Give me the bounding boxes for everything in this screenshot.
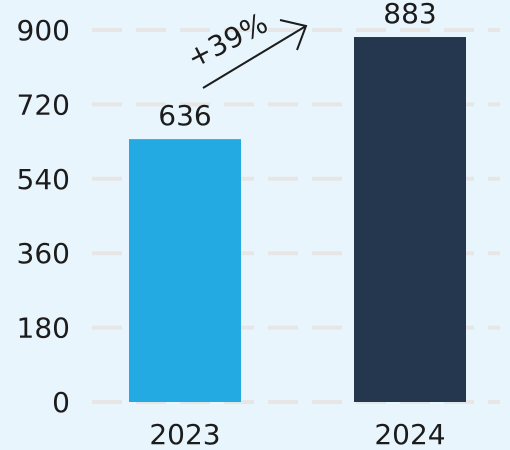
- x-tick-label: 2023: [149, 418, 220, 450]
- y-tick-label: 360: [17, 237, 70, 270]
- marks: [129, 37, 466, 402]
- value-label: 636: [158, 99, 211, 132]
- y-tick-label: 720: [17, 88, 70, 121]
- bar: [129, 139, 241, 402]
- y-tick-label: 900: [17, 14, 70, 47]
- bar: [354, 37, 466, 402]
- x-tick-label: 2024: [374, 418, 445, 450]
- y-tick-label: 540: [17, 163, 70, 196]
- arrow-head: [279, 19, 308, 51]
- y-tick-label: 180: [17, 312, 70, 345]
- y-tick-label: 0: [52, 386, 70, 419]
- annotation-arrow: [202, 19, 308, 89]
- value-label: 883: [383, 0, 436, 30]
- arrow-line: [202, 25, 307, 89]
